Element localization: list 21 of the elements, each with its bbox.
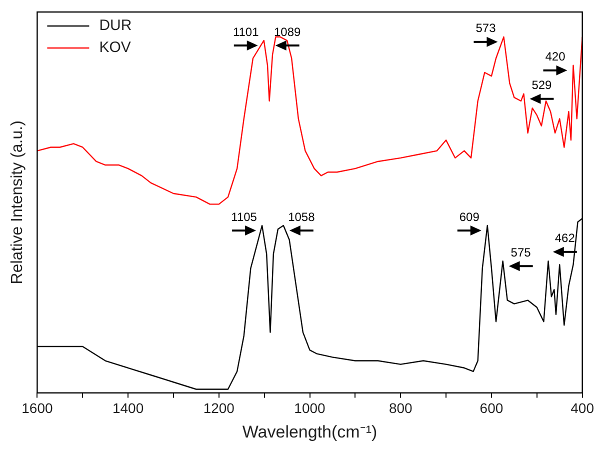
annotation: 609: [459, 210, 480, 224]
annotation: 575: [510, 245, 532, 260]
annotation: 529: [532, 78, 552, 92]
annotation: 573: [476, 21, 496, 36]
annotation: 462: [554, 231, 576, 246]
legend-label: DUR: [99, 17, 132, 34]
x-tick-label: 400: [570, 400, 594, 416]
annotation: 420: [545, 50, 566, 64]
x-tick-label: 1600: [22, 400, 53, 416]
annotation: 1089: [274, 24, 301, 39]
x-tick-label: 800: [388, 400, 413, 416]
annotation: 1101: [232, 24, 260, 39]
x-axis-title: Wavelength(cm⁻¹): [242, 422, 378, 442]
x-tick-label: 1200: [203, 400, 235, 416]
annotation: 1105: [231, 210, 258, 224]
x-tick-label: 1000: [294, 400, 326, 416]
y-axis-title: Relative Intensity (a.u.): [9, 120, 26, 284]
annotation: 1058: [288, 210, 316, 224]
x-tick-label: 600: [480, 400, 504, 416]
legend-label: KOV: [99, 39, 131, 56]
x-tick-label: 1400: [112, 400, 144, 416]
